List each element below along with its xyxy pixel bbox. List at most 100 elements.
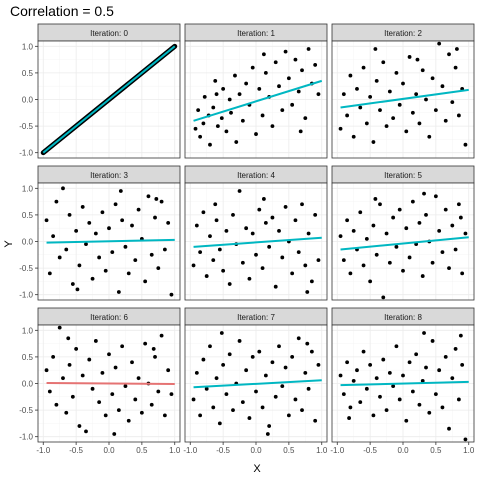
y-tick-label: -0.5 (19, 264, 33, 273)
data-point (166, 220, 171, 225)
data-point (263, 71, 268, 75)
data-point (254, 389, 258, 394)
data-point (250, 65, 255, 70)
data-point (198, 134, 203, 139)
fit-line (193, 79, 323, 122)
data-point (215, 124, 220, 128)
data-point (410, 110, 415, 115)
data-point (433, 194, 438, 199)
data-point (237, 339, 242, 343)
data-point (381, 60, 386, 65)
data-point (296, 89, 301, 94)
panel-border (331, 40, 475, 159)
data-point (368, 362, 373, 367)
data-point (355, 86, 359, 91)
data-point (300, 68, 304, 73)
x-tick-label: 0.0 (397, 446, 409, 455)
data-point (358, 400, 363, 405)
data-point (260, 266, 265, 270)
y-tick-label: 0.0 (22, 380, 34, 389)
data-point (229, 110, 233, 115)
data-point (162, 413, 167, 418)
data-point (247, 416, 252, 420)
facet-panel: Iteration: 6 (37, 307, 181, 443)
data-point (208, 344, 212, 349)
data-point (193, 126, 198, 131)
data-point (293, 397, 298, 402)
data-point (401, 81, 405, 86)
data-point (361, 65, 366, 70)
data-point (270, 360, 275, 365)
fit-line (193, 379, 322, 389)
data-point (100, 370, 105, 375)
data-point (201, 121, 206, 126)
data-point (430, 76, 435, 81)
data-point (273, 394, 278, 399)
data-point (397, 102, 402, 107)
data-point (244, 368, 249, 373)
data-point (460, 362, 465, 367)
data-point (280, 108, 285, 113)
data-point (97, 255, 102, 260)
data-point (61, 376, 65, 381)
data-point (427, 410, 432, 415)
data-point (313, 63, 318, 67)
data-point (303, 263, 308, 268)
data-point (277, 344, 281, 349)
data-point (198, 250, 203, 255)
data-point (149, 252, 154, 257)
data-point (244, 81, 249, 86)
data-point (293, 218, 298, 223)
data-point (250, 355, 255, 359)
data-point (136, 207, 141, 212)
data-point (455, 47, 459, 51)
data-point (430, 260, 435, 265)
y-tick-label: 1.0 (22, 42, 34, 51)
data-point (211, 405, 216, 410)
data-point (247, 276, 252, 281)
x-tick-label: -0.5 (363, 446, 377, 455)
data-point (156, 266, 161, 270)
data-point (231, 213, 235, 217)
data-point (384, 124, 389, 128)
data-point (87, 220, 92, 225)
data-point (305, 341, 310, 346)
data-point (341, 392, 346, 397)
y-tick-label: 0.0 (22, 238, 34, 247)
data-point (213, 202, 218, 207)
data-point (387, 260, 392, 265)
y-tick-label: -1.0 (19, 149, 33, 158)
facet-strip-label: Iteration: 2 (384, 29, 422, 38)
data-point (217, 421, 222, 426)
fit-line (340, 380, 469, 387)
data-point (70, 282, 75, 286)
data-point (401, 373, 405, 378)
x-tick-label: 1.0 (169, 446, 181, 455)
y-axis-title: Y (3, 240, 15, 248)
data-point (430, 339, 435, 343)
data-point (211, 258, 216, 263)
data-point (273, 284, 278, 289)
facet-strip-label: Iteration: 6 (90, 313, 128, 322)
data-point (283, 49, 288, 54)
data-point (224, 392, 229, 397)
data-point (87, 357, 92, 362)
data-point (54, 199, 59, 204)
data-point (143, 341, 148, 346)
facet-panel: Iteration: 1 (184, 23, 328, 159)
data-point (368, 279, 373, 284)
data-point (345, 218, 350, 223)
facet-panel: Iteration: 0 (37, 23, 181, 159)
data-point (447, 52, 451, 57)
data-point (394, 244, 399, 249)
data-point (460, 271, 465, 276)
data-point (267, 424, 272, 428)
data-point (407, 360, 412, 365)
data-point (453, 247, 458, 252)
data-point (341, 258, 346, 263)
y-tick-label: 1.0 (22, 184, 34, 193)
data-point (422, 191, 426, 196)
data-point (260, 405, 265, 410)
data-point (77, 263, 82, 268)
data-point (424, 213, 428, 217)
